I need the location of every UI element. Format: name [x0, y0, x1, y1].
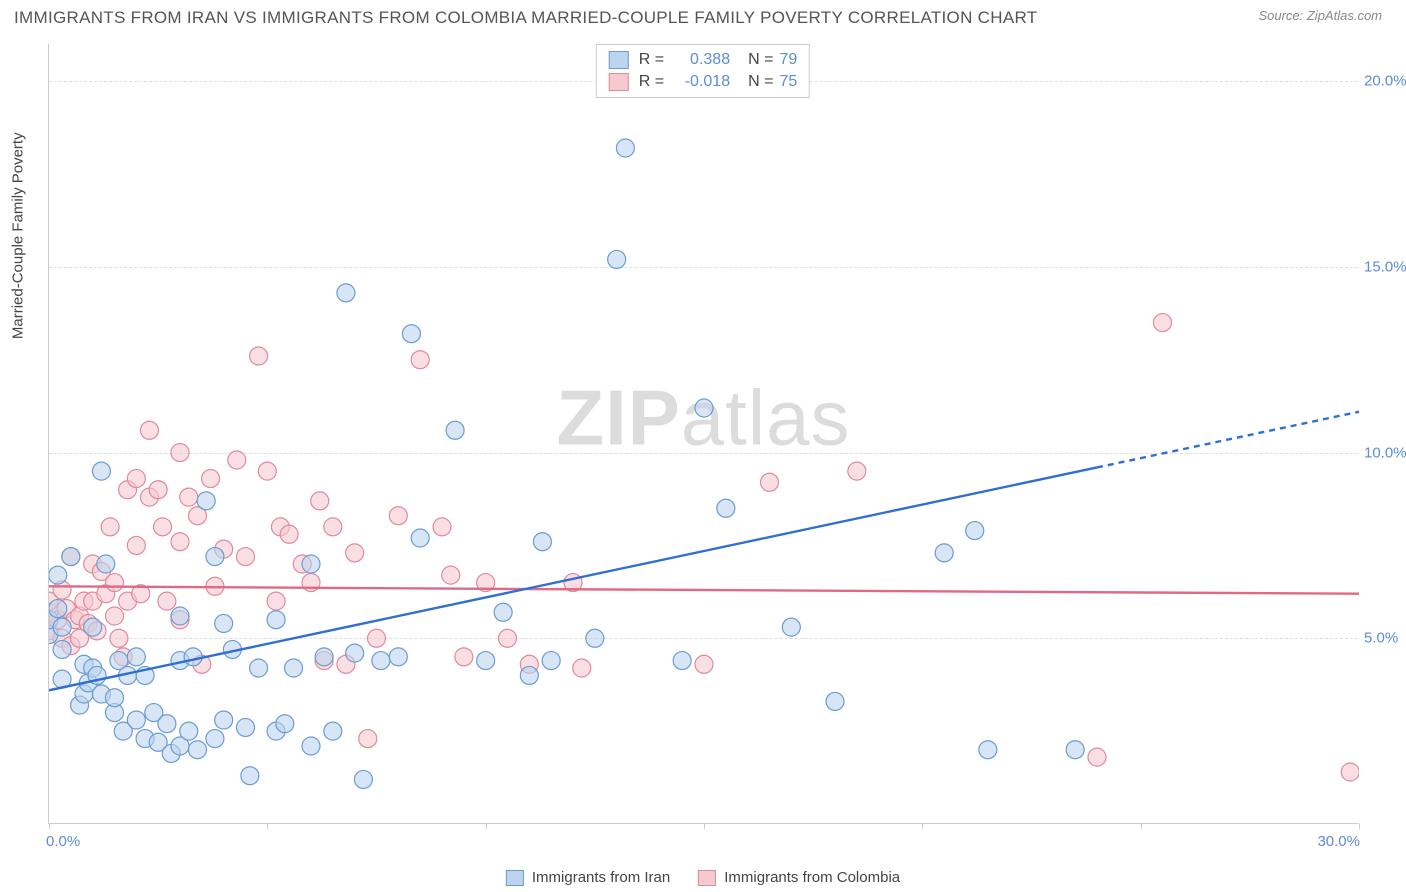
plot-svg — [49, 44, 1359, 824]
legend-series: Immigrants from Iran Immigrants from Col… — [506, 869, 900, 886]
n-value-a: 79 — [779, 51, 797, 69]
y-axis-title: Married-Couple Family Poverty — [10, 132, 27, 339]
plot-area: ZIPatlas 5.0%10.0%15.0%20.0% — [48, 44, 1358, 824]
legend-b-label: Immigrants from Colombia — [724, 869, 900, 886]
y-tick-label: 10.0% — [1358, 444, 1406, 461]
legend-correlation: R = 0.388 N = 79 R = -0.018 N = 75 — [596, 44, 810, 98]
swatch-series-a — [609, 51, 629, 69]
y-tick-label: 15.0% — [1358, 258, 1406, 275]
legend-row-b: R = -0.018 N = 75 — [609, 71, 797, 93]
chart-title: IMMIGRANTS FROM IRAN VS IMMIGRANTS FROM … — [14, 8, 1037, 28]
n-label-a: N = — [748, 51, 773, 69]
x-axis-max-label: 30.0% — [1317, 833, 1360, 850]
x-axis-min-label: 0.0% — [46, 833, 80, 850]
chart-container: Married-Couple Family Poverty ZIPatlas 5… — [48, 44, 1358, 824]
r-label-b: R = — [639, 73, 664, 91]
legend-row-a: R = 0.388 N = 79 — [609, 49, 797, 71]
r-value-a: 0.388 — [670, 51, 730, 69]
source-attribution: Source: ZipAtlas.com — [1258, 8, 1382, 23]
n-label-b: N = — [748, 73, 773, 91]
n-value-b: 75 — [779, 73, 797, 91]
r-label-a: R = — [639, 51, 664, 69]
swatch-a-icon — [506, 870, 524, 886]
swatch-series-b — [609, 73, 629, 91]
swatch-b-icon — [698, 870, 716, 886]
legend-item-a: Immigrants from Iran — [506, 869, 670, 886]
legend-item-b: Immigrants from Colombia — [698, 869, 900, 886]
r-value-b: -0.018 — [670, 73, 730, 91]
y-tick-label: 5.0% — [1358, 630, 1406, 647]
legend-a-label: Immigrants from Iran — [532, 869, 670, 886]
y-tick-label: 20.0% — [1358, 73, 1406, 90]
